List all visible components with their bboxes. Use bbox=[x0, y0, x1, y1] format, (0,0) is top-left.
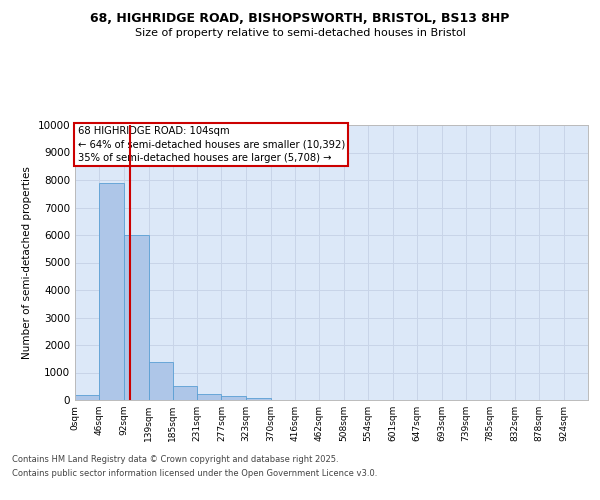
Text: Size of property relative to semi-detached houses in Bristol: Size of property relative to semi-detach… bbox=[134, 28, 466, 38]
Text: Contains public sector information licensed under the Open Government Licence v3: Contains public sector information licen… bbox=[12, 468, 377, 477]
Bar bbox=[246, 398, 271, 400]
Bar bbox=[221, 396, 246, 400]
Y-axis label: Number of semi-detached properties: Number of semi-detached properties bbox=[22, 166, 32, 359]
Bar bbox=[100, 182, 124, 400]
Text: 68 HIGHRIDGE ROAD: 104sqm
← 64% of semi-detached houses are smaller (10,392)
35%: 68 HIGHRIDGE ROAD: 104sqm ← 64% of semi-… bbox=[77, 126, 345, 163]
Bar bbox=[149, 362, 173, 400]
Bar bbox=[173, 386, 197, 400]
Text: Contains HM Land Registry data © Crown copyright and database right 2025.: Contains HM Land Registry data © Crown c… bbox=[12, 455, 338, 464]
Bar bbox=[197, 394, 221, 400]
Bar bbox=[124, 235, 149, 400]
Text: 68, HIGHRIDGE ROAD, BISHOPSWORTH, BRISTOL, BS13 8HP: 68, HIGHRIDGE ROAD, BISHOPSWORTH, BRISTO… bbox=[91, 12, 509, 26]
Bar bbox=[75, 395, 100, 400]
